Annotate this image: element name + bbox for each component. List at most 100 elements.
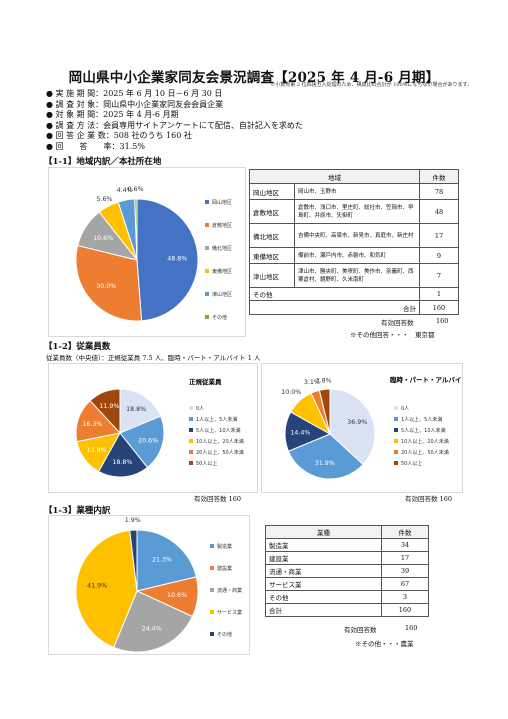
legend-swatch <box>210 632 214 636</box>
legend-label: 50人以上 <box>196 460 217 467</box>
legend-swatch <box>189 450 193 454</box>
legend-swatch <box>394 450 398 454</box>
industry-table: 業種 件数 製造業 34 建設業 17 流通・商業 39 サービス業 67 その他 3 合計 160 <box>265 525 429 617</box>
pie-slice <box>329 388 376 466</box>
industry-row: 製造業 34 <box>265 538 429 552</box>
legend-label: 0人 <box>196 406 204 412</box>
legend-swatch <box>205 315 209 319</box>
legend-swatch <box>189 417 193 421</box>
region-name: 岡山地区 <box>249 183 295 200</box>
legend-swatch <box>394 428 398 432</box>
region-count: 9 <box>419 247 459 264</box>
legend-label: その他 <box>212 314 227 321</box>
industry-name: 流通・商業 <box>265 564 382 578</box>
legend-label: 1人以上、5人未満 <box>401 416 442 423</box>
legend-label: 20人以上、50人未満 <box>196 449 244 456</box>
pie-data-label: 18.8% <box>126 406 146 413</box>
region-count: 78 <box>419 183 459 200</box>
region-name: 津山地区 <box>249 263 295 288</box>
pie-data-label: 16.3% <box>82 421 102 428</box>
region-chart-panel: 48.8% 30.0% 10.6% 5.6% 4.4% 0.6% 岡山地区 倉敷地区 備北地区東… <box>48 167 246 337</box>
industry-name: サービス業 <box>265 577 382 591</box>
pie-slice <box>75 244 143 322</box>
pie-slice <box>134 198 138 261</box>
regular-employee-panel: 正規従業員 18.8% 20.6% 18.8% 13.8% 16.3% 11.9% 0人 1人以… <box>48 363 258 493</box>
region-count: 7 <box>419 263 459 288</box>
region-valid-label: 有効回答数 <box>381 319 414 327</box>
pie-data-label: 48.8% <box>167 255 187 262</box>
industry-chart-panel: 21.3% 10.6% 24.4% 41.9% 1.9% 製造業 建設業 流通・商業 サービス業… <box>48 515 250 655</box>
region-name: 備北地区 <box>249 223 295 248</box>
region-count: 1 <box>419 287 459 301</box>
pie-data-label: 21.3% <box>152 556 172 563</box>
pie-slice <box>129 529 138 592</box>
region-row: 岡山地区 岡山市、玉野市 78 <box>249 183 459 200</box>
pie-slice <box>89 388 121 435</box>
region-count: 17 <box>419 223 459 248</box>
region-total-label: 合計 <box>249 300 420 315</box>
chart-title: 臨時・パート・アルバイト <box>390 375 462 384</box>
industry-pie-chart: 21.3% 10.6% 24.4% 41.9% 1.9% 製造業建設業流通・商業サービス業… <box>75 517 242 653</box>
pie-slice <box>97 432 149 478</box>
pie-data-label: 14.4% <box>290 429 310 436</box>
section-heading-region: 【1-1】地域内訳／本社所在地 <box>44 157 162 167</box>
industry-row: 建設業 17 <box>265 551 429 565</box>
legend-label: 津山地区 <box>212 291 232 298</box>
pie-slice <box>287 433 364 480</box>
industry-name: その他 <box>265 590 382 604</box>
pie-data-label: 10.6% <box>93 235 113 242</box>
industry-count: 39 <box>381 564 429 578</box>
industry-name: 建設業 <box>265 551 382 565</box>
legend-label: 建設業 <box>217 565 232 572</box>
industry-name: 合計 <box>265 603 382 617</box>
region-row: その他 1 <box>249 287 459 301</box>
survey-meta: ● 実 施 期 間：2025 年 6 月 10 日－6 月 30 日 ● 調 査… <box>46 89 303 153</box>
chart-title: 正規従業員 <box>189 377 222 386</box>
pie-data-label: 3.8% <box>316 377 332 384</box>
pie-data-label: 31.9% <box>315 460 335 467</box>
industry-footnote: ※その他・・・農業 <box>355 640 414 648</box>
page-title: 岡山県中小企業家同友会景況調査【2025 年 4 月-6 月期】 <box>68 70 440 86</box>
region-table: 地域 件数 岡山地区 岡山市、玉野市 78 倉敷地区 倉敷市、浅口市、里庄町、総社市、笠… <box>249 169 459 315</box>
meta-line: ● 調 査 方 法：会員専用サイトアンケートにて配信、自計記入を求めた <box>46 120 303 130</box>
pie-slice <box>75 529 138 649</box>
region-cities: 津山市、勝央町、美咲町、美作市、奈義町、西粟倉村、鏡野町、久米南町 <box>294 263 420 288</box>
legend-swatch <box>210 610 214 614</box>
legend-swatch <box>210 544 214 548</box>
region-row: 備北地区 吉備中央町、高梁市、新見市、真庭市、新庄村 17 <box>249 223 459 248</box>
region-row: 津山地区 津山市、勝央町、美咲町、美作市、奈義町、西粟倉村、鏡野町、久米南町 7 <box>249 263 459 288</box>
meta-line: ● 実 施 期 間：2025 年 6 月 10 日－6 月 30 日 <box>46 89 223 98</box>
legend-swatch <box>189 439 193 443</box>
pie-data-label: 4.4% <box>117 187 133 194</box>
pie-data-label: 36.9% <box>347 419 367 426</box>
legend-swatch <box>205 246 209 250</box>
pie-slice <box>136 198 199 322</box>
region-pie-chart: 48.8% 30.0% 10.6% 5.6% 4.4%0.6% 岡山地区倉敷地区備北地区東… <box>75 186 232 322</box>
region-name: その他 <box>249 287 420 301</box>
pie-data-label: 3.1% <box>304 379 320 386</box>
pie-slice <box>119 388 162 434</box>
legend-label: 20人以上、50人未満 <box>401 449 449 456</box>
pie-data-label: 1.9% <box>125 517 141 524</box>
parttime-valid: 有効回答数 160 <box>405 495 452 503</box>
pie-data-label: 18.8% <box>112 459 132 466</box>
regular-employee-pie-chart: 正規従業員 18.8% 20.6% 18.8% 13.8% 16.3% 11.9% 0人 1人以… <box>75 377 244 478</box>
industry-col-header: 業種 <box>265 525 382 539</box>
industry-valid-label: 有効回答数 <box>344 626 377 634</box>
legend-swatch <box>394 461 398 465</box>
legend-label: 東備地区 <box>212 268 232 275</box>
legend-swatch <box>205 292 209 296</box>
pie-slice <box>318 388 331 435</box>
region-name: 倉敷地区 <box>249 199 295 224</box>
legend-label: 5人以上、10人未満 <box>401 427 446 434</box>
legend-label: 製造業 <box>217 543 232 550</box>
industry-name: 製造業 <box>265 538 382 552</box>
pie-data-label: 11.9% <box>99 403 119 410</box>
legend-swatch <box>205 223 209 227</box>
region-total-value: 160 <box>419 300 459 315</box>
legend-label: サービス業 <box>217 609 242 616</box>
pie-data-label: 20.6% <box>138 437 158 444</box>
legend-label: 50人以上 <box>401 460 422 467</box>
pie-slice <box>75 399 121 443</box>
legend-swatch <box>210 566 214 570</box>
